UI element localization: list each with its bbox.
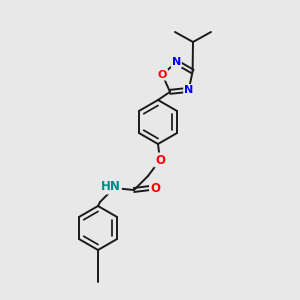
Text: O: O [155,154,165,166]
Text: HN: HN [101,181,121,194]
Text: O: O [158,70,167,80]
Text: N: N [172,57,181,67]
Text: O: O [150,182,160,194]
Text: N: N [184,85,193,95]
